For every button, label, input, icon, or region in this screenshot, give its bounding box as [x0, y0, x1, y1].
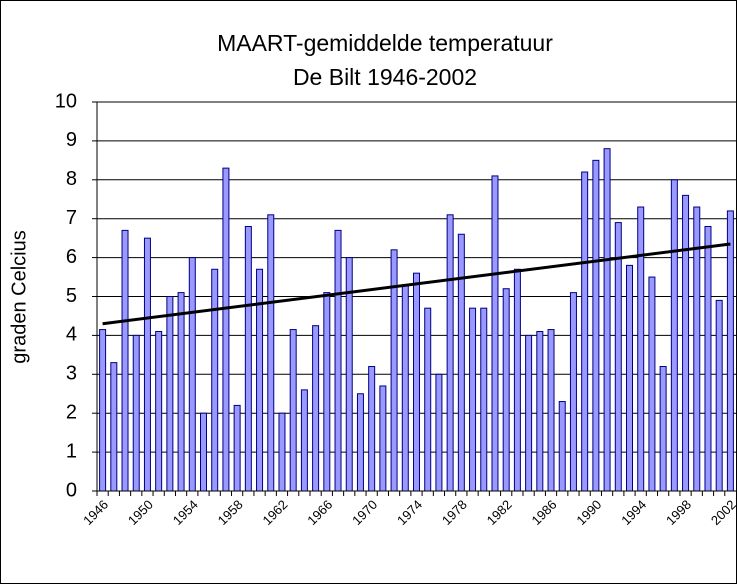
bar	[401, 284, 409, 492]
bar	[188, 257, 196, 492]
bar	[592, 159, 600, 492]
bar	[121, 229, 129, 492]
y-tick-label: 5	[66, 285, 77, 307]
bar	[289, 329, 297, 492]
bar	[222, 167, 230, 492]
bar	[626, 264, 633, 492]
bar	[435, 373, 443, 492]
bar	[581, 171, 589, 492]
bar	[726, 210, 734, 492]
bar	[356, 393, 364, 492]
bar	[323, 292, 331, 492]
y-tick-label: 7	[66, 207, 77, 229]
bar	[424, 307, 432, 492]
bar	[446, 214, 454, 492]
bar	[480, 307, 488, 492]
bar	[200, 412, 207, 492]
bar	[211, 268, 219, 492]
bar	[682, 194, 690, 492]
bar	[648, 276, 656, 492]
bar	[670, 179, 678, 492]
bar	[704, 225, 712, 492]
bar	[155, 331, 163, 492]
bar	[177, 292, 185, 492]
bar	[278, 412, 286, 492]
bar	[491, 175, 499, 492]
bar	[132, 334, 140, 492]
bar	[99, 329, 107, 492]
bar	[300, 389, 308, 492]
bar	[525, 334, 533, 492]
bar	[334, 229, 342, 492]
bar	[368, 366, 376, 492]
y-tick-label: 1	[66, 440, 77, 462]
bar	[536, 331, 544, 492]
y-tick-label: 6	[66, 246, 77, 268]
bar	[715, 299, 723, 492]
bar	[233, 404, 241, 492]
bar	[244, 225, 252, 492]
y-tick-label: 4	[66, 324, 77, 346]
bar	[659, 366, 667, 492]
y-tick-label: 9	[66, 129, 77, 151]
trend-line	[102, 242, 731, 326]
bar	[267, 214, 275, 492]
bar	[469, 307, 477, 492]
bar	[166, 296, 174, 492]
bar	[502, 288, 510, 492]
y-tick-label: 8	[66, 168, 77, 190]
bar	[312, 325, 320, 492]
y-tick-label: 2	[66, 401, 77, 423]
y-tick-label: 0	[66, 479, 77, 501]
bar	[614, 222, 622, 492]
bar	[603, 148, 611, 492]
bar	[558, 401, 566, 492]
y-tick-label: 3	[66, 363, 77, 385]
bar	[143, 237, 151, 492]
bar	[413, 272, 420, 492]
bar	[637, 206, 645, 492]
bar	[110, 362, 118, 492]
chart-subtitle: De Bilt 1946-2002	[293, 64, 477, 90]
y-axis-label: graden Celcius	[8, 230, 30, 363]
bar	[547, 329, 555, 492]
chart-title: MAART-gemiddelde temperatuur	[217, 30, 553, 56]
bar	[569, 292, 577, 492]
y-tick-label: 10	[55, 90, 77, 112]
bar	[457, 233, 465, 492]
bar	[513, 268, 521, 492]
bar	[379, 385, 387, 492]
